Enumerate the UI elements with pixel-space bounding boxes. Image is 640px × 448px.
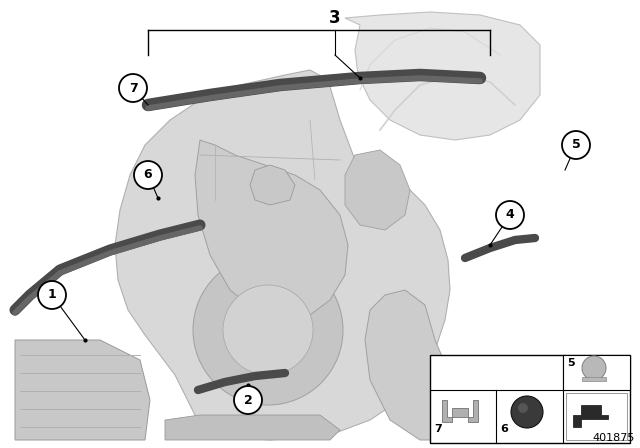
Text: 5: 5 xyxy=(572,138,580,151)
Polygon shape xyxy=(15,340,150,440)
Text: 401875: 401875 xyxy=(593,433,635,443)
Polygon shape xyxy=(165,415,340,440)
Polygon shape xyxy=(250,165,295,205)
Circle shape xyxy=(511,396,543,428)
Circle shape xyxy=(119,74,147,102)
Circle shape xyxy=(223,285,313,375)
Text: 7: 7 xyxy=(129,82,138,95)
Text: 1: 1 xyxy=(47,289,56,302)
Polygon shape xyxy=(345,12,540,140)
Text: 6: 6 xyxy=(144,168,152,181)
Text: 6: 6 xyxy=(500,424,508,434)
Text: 3: 3 xyxy=(329,9,341,27)
Circle shape xyxy=(496,201,524,229)
Text: 5: 5 xyxy=(567,358,575,368)
Polygon shape xyxy=(573,405,608,427)
Circle shape xyxy=(134,161,162,189)
Text: 7: 7 xyxy=(434,424,442,434)
Bar xyxy=(430,355,630,443)
Polygon shape xyxy=(115,70,450,440)
Circle shape xyxy=(234,386,262,414)
Circle shape xyxy=(582,356,606,380)
Polygon shape xyxy=(195,140,348,320)
Polygon shape xyxy=(345,150,410,230)
Bar xyxy=(582,377,606,381)
Bar xyxy=(563,355,630,390)
Text: 4: 4 xyxy=(506,208,515,221)
Circle shape xyxy=(518,403,528,413)
Circle shape xyxy=(38,281,66,309)
Polygon shape xyxy=(365,290,470,440)
Circle shape xyxy=(193,255,343,405)
Circle shape xyxy=(562,131,590,159)
Text: 2: 2 xyxy=(244,393,252,406)
Polygon shape xyxy=(442,400,478,422)
Bar xyxy=(566,393,627,440)
